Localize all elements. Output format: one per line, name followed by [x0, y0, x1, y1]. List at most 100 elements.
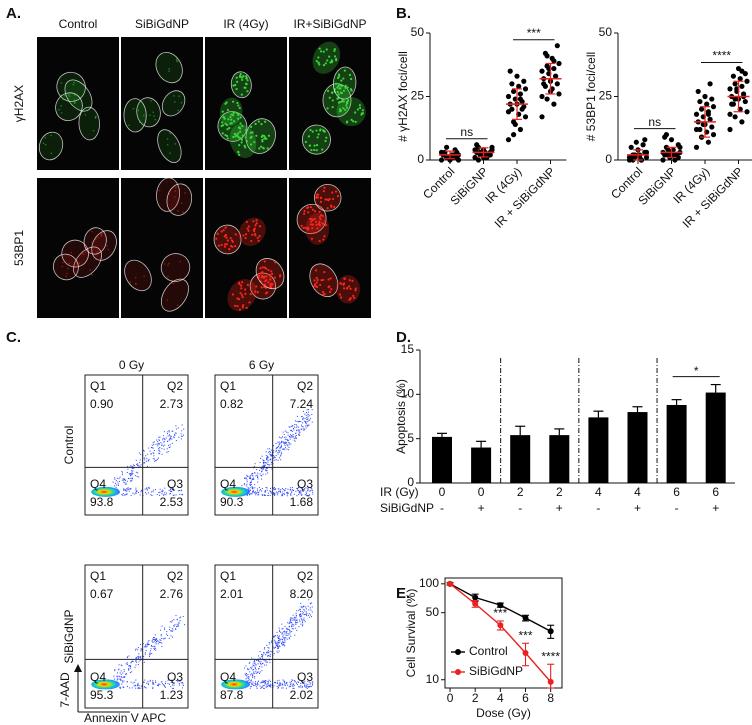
focus — [323, 186, 326, 189]
focus — [237, 117, 240, 120]
data-point — [444, 144, 450, 150]
event — [173, 437, 175, 439]
event — [253, 466, 255, 468]
focus — [315, 276, 318, 280]
event — [266, 651, 268, 653]
event — [261, 493, 263, 495]
event — [241, 485, 243, 487]
event — [253, 671, 255, 673]
x-axis-label: Dose (Gy) — [476, 706, 531, 720]
event — [298, 493, 300, 495]
focus — [92, 129, 95, 132]
event — [307, 425, 309, 427]
event — [259, 473, 261, 475]
event — [252, 487, 254, 489]
event — [275, 488, 277, 490]
event — [304, 417, 306, 419]
focus — [261, 266, 264, 269]
focus — [175, 58, 178, 61]
event — [255, 671, 257, 673]
event — [172, 430, 174, 432]
focus — [178, 95, 180, 97]
data-point — [551, 101, 557, 107]
quadrant-name: Q4 — [220, 477, 236, 491]
focus — [337, 83, 341, 86]
event — [148, 459, 150, 461]
image-background — [121, 178, 203, 318]
event — [144, 686, 146, 688]
event — [261, 471, 263, 473]
event — [281, 632, 283, 634]
event — [293, 625, 295, 627]
event — [308, 609, 310, 611]
focus — [267, 269, 270, 272]
event — [277, 453, 279, 455]
event — [153, 458, 155, 460]
focus — [132, 107, 135, 110]
event — [134, 666, 136, 668]
data-point — [544, 53, 550, 59]
data-point — [693, 126, 700, 133]
event — [168, 637, 170, 639]
event — [270, 463, 272, 465]
data-point — [729, 101, 735, 107]
focus — [244, 86, 247, 89]
event — [290, 436, 292, 438]
event — [274, 635, 276, 637]
event — [269, 459, 271, 461]
data-point — [505, 109, 512, 115]
event — [252, 491, 254, 493]
event — [158, 452, 160, 454]
event — [279, 490, 281, 492]
event — [303, 488, 305, 490]
focus — [229, 122, 232, 125]
event — [306, 424, 308, 426]
event — [291, 617, 293, 619]
focus — [236, 101, 239, 105]
event — [147, 492, 149, 494]
event — [290, 443, 292, 445]
event — [266, 470, 268, 472]
event — [173, 683, 175, 685]
focus — [318, 220, 321, 223]
event — [125, 673, 127, 675]
event — [246, 483, 248, 485]
event — [279, 639, 281, 641]
event — [114, 482, 116, 484]
event — [160, 442, 162, 444]
event — [303, 619, 305, 621]
x-tick-label: SiBiGNP — [635, 164, 678, 207]
data-point — [454, 149, 460, 155]
event — [125, 663, 127, 665]
y-axis-label: Apoptosis (%) — [394, 379, 408, 454]
event — [304, 685, 306, 687]
focus — [226, 137, 229, 140]
event — [146, 487, 148, 489]
event — [289, 621, 291, 623]
event — [267, 682, 269, 684]
legend-label: SiBiGdNP — [469, 664, 523, 678]
focus — [328, 285, 331, 288]
event — [263, 468, 265, 470]
event — [248, 489, 250, 491]
event — [152, 442, 154, 444]
event — [278, 684, 280, 686]
event — [252, 490, 254, 492]
event — [148, 459, 150, 461]
focus — [319, 200, 323, 203]
event — [266, 644, 268, 646]
event — [151, 681, 153, 683]
focus — [244, 233, 248, 236]
event — [290, 621, 292, 623]
event — [302, 491, 304, 493]
event — [282, 644, 284, 646]
event — [175, 615, 177, 617]
focus — [271, 283, 274, 286]
event — [127, 488, 129, 490]
event — [267, 459, 269, 461]
event — [144, 652, 146, 654]
event — [265, 661, 267, 663]
event — [296, 420, 298, 422]
focus — [307, 211, 310, 214]
focus — [315, 281, 318, 284]
